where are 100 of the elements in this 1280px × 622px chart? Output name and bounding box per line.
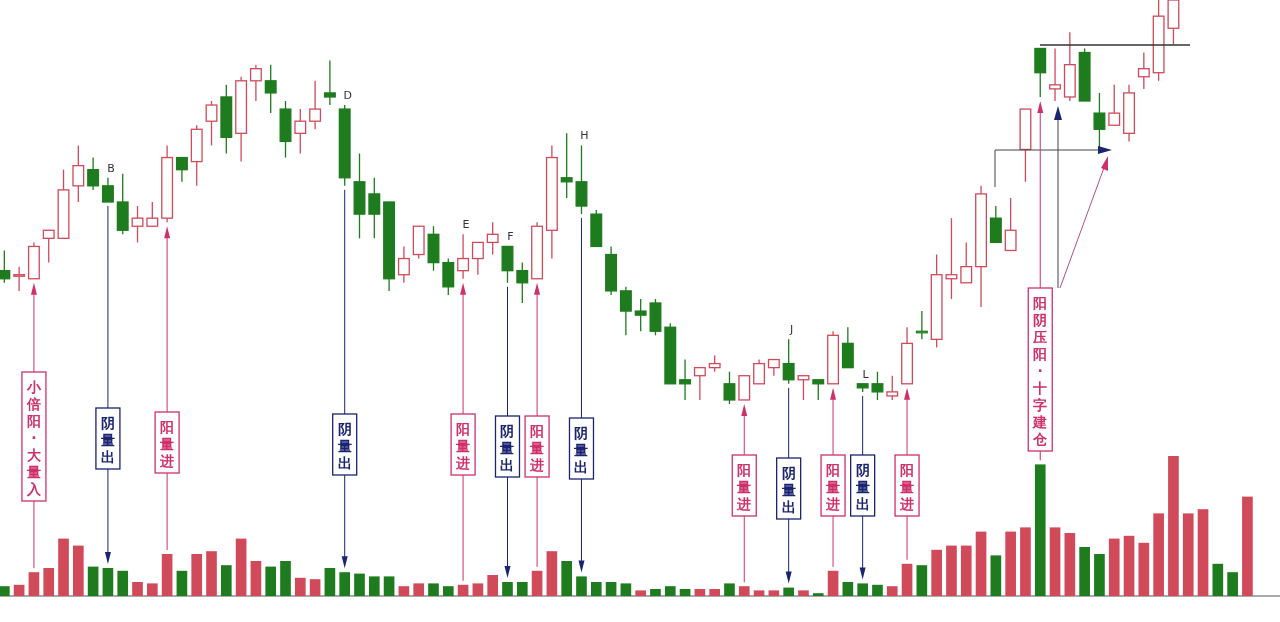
candlestick <box>753 358 766 385</box>
annotation: 阴量出 <box>99 415 115 465</box>
candlestick <box>294 108 307 155</box>
candlestick <box>397 245 410 284</box>
bar <box>916 565 928 596</box>
bar <box>1168 456 1179 596</box>
bar <box>472 583 484 596</box>
candlestick <box>634 298 647 332</box>
bar <box>620 583 632 596</box>
annotation: 阴量出 <box>854 462 870 512</box>
bar <box>117 570 129 596</box>
bar <box>650 589 661 596</box>
bar <box>886 586 898 596</box>
bar <box>1020 527 1031 596</box>
bar <box>753 590 765 596</box>
bar <box>664 586 676 596</box>
candlestick <box>249 63 262 102</box>
text: 阳阴压阳·十字建仓 <box>1033 295 1048 447</box>
candlestick <box>886 375 899 401</box>
candlestick <box>1108 84 1121 126</box>
bar <box>1242 496 1253 596</box>
candlestick <box>812 379 825 401</box>
candlestick <box>871 371 884 401</box>
bar <box>901 563 913 596</box>
candlestick <box>175 156 188 183</box>
candlestick <box>960 241 973 284</box>
bar <box>1138 542 1150 596</box>
bar <box>990 555 1002 596</box>
bar <box>176 570 188 596</box>
bar <box>13 584 25 596</box>
annotation: 阳量进 <box>736 462 752 512</box>
bar <box>576 576 587 596</box>
candlestick <box>1004 197 1017 252</box>
candlestick <box>723 371 736 405</box>
candlestick <box>560 132 573 199</box>
bar <box>220 565 232 596</box>
annotation: 阳量进 <box>159 419 175 469</box>
candlestick <box>309 80 322 130</box>
candlestick <box>782 338 795 385</box>
annotation: L <box>862 367 870 381</box>
bar <box>413 583 425 596</box>
annotation: 阳量进 <box>899 462 915 512</box>
annotation: 阳量进 <box>529 423 545 473</box>
bar <box>605 582 617 596</box>
bar <box>132 582 143 596</box>
bar <box>694 589 706 596</box>
annotation: 阳量进 <box>455 421 471 471</box>
candlestick <box>205 100 218 147</box>
bar <box>709 589 720 596</box>
annotation: 阴量出 <box>573 425 589 475</box>
candlestick <box>131 205 144 244</box>
bar <box>280 561 291 596</box>
candlestick <box>264 63 277 114</box>
bar <box>590 582 602 596</box>
bar <box>842 582 854 596</box>
annotation: 小倍阳·大量入 <box>25 379 42 497</box>
candlestick <box>945 217 958 300</box>
bar <box>768 590 780 596</box>
bar <box>516 582 528 596</box>
candlestick <box>146 201 159 227</box>
bar <box>1182 513 1194 596</box>
bar <box>1227 572 1238 596</box>
candlestick <box>1137 51 1150 90</box>
bar <box>368 576 380 596</box>
bar <box>383 576 395 596</box>
candlestick <box>72 144 85 203</box>
bar <box>872 584 883 596</box>
candlestick <box>87 156 100 191</box>
bar <box>960 545 972 596</box>
candlestick <box>471 241 484 276</box>
bar <box>294 577 306 596</box>
bar <box>1034 464 1046 596</box>
bar <box>857 583 868 596</box>
bar <box>502 582 513 596</box>
bar <box>487 575 499 596</box>
bar <box>946 545 957 596</box>
candlestick <box>0 249 11 284</box>
bar <box>428 583 439 596</box>
annotation: H <box>580 129 589 143</box>
bar <box>146 583 158 596</box>
bar <box>191 554 203 596</box>
bar <box>87 566 99 596</box>
annotation: 阴量出 <box>499 423 515 473</box>
bar <box>1079 547 1090 596</box>
bar <box>798 590 809 596</box>
candlestick <box>486 221 499 256</box>
bar <box>309 579 321 596</box>
annotation: 阴量出 <box>780 465 796 515</box>
candlestick <box>323 59 336 106</box>
bar <box>1197 509 1209 596</box>
bar <box>975 531 987 596</box>
bar <box>827 570 839 596</box>
annotation: B <box>107 161 115 175</box>
bar <box>738 586 750 596</box>
bar <box>783 587 794 596</box>
candlestick <box>457 233 470 280</box>
annotation: 阴量出 <box>336 421 352 471</box>
bar <box>265 566 277 596</box>
bar <box>442 586 454 596</box>
bar <box>235 538 247 596</box>
